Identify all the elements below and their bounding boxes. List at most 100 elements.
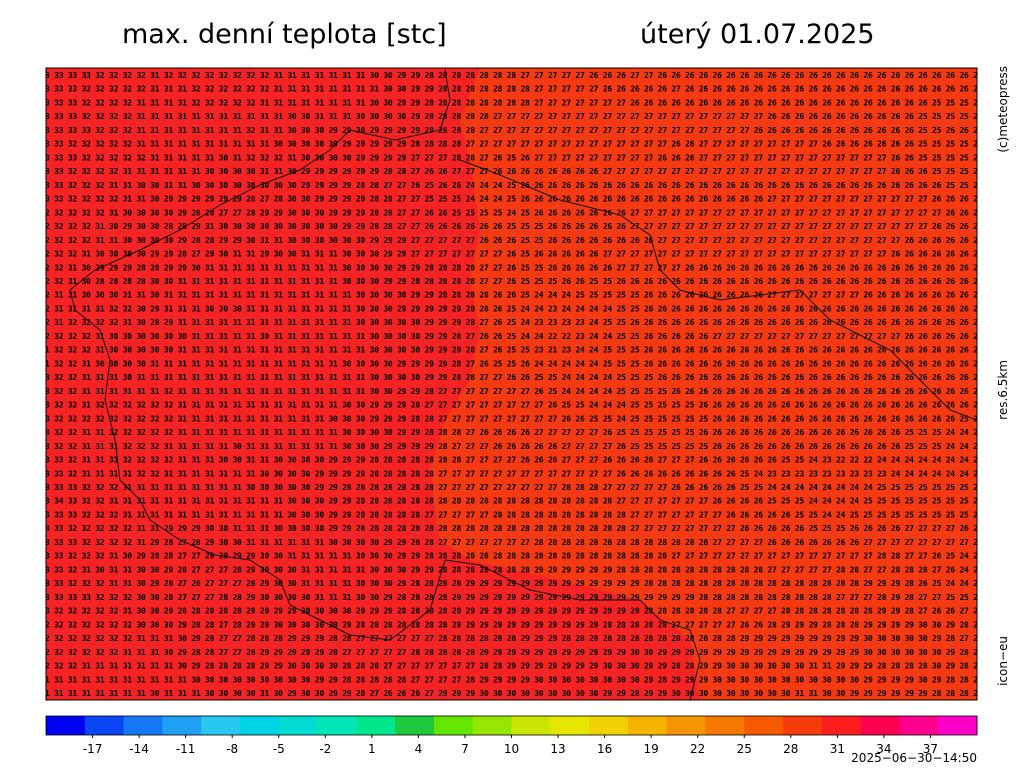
colorbar-tick-label: 31 xyxy=(830,742,845,756)
map: 3 33 33 33 32 32 32 32 31 32 32 32 32 32… xyxy=(45,68,978,700)
colorbar-tick-label: -17 xyxy=(83,742,103,756)
value-row: 3 33 32 32 32 31 31 30 29 28 27 26 27 27… xyxy=(45,579,978,588)
border xyxy=(459,159,977,421)
value-row: 3 32 32 32 32 32 31 30 30 29 28 28 28 28… xyxy=(45,607,978,616)
cooler-region xyxy=(430,68,977,700)
colorbar-segment xyxy=(278,716,319,735)
colorbar-segment xyxy=(589,716,629,735)
colorbar-tick-label: 28 xyxy=(783,742,798,756)
value-row: 2 32 32 32 31 31 30 30 30 30 29 28 28 29… xyxy=(45,236,978,245)
colorbar-tick-label: -14 xyxy=(129,742,149,756)
colorbar-segment xyxy=(666,716,706,735)
colorbar-tick-label: 7 xyxy=(461,742,469,756)
value-row: 3 33 32 32 32 31 30 29 28 28 27 27 29 29… xyxy=(45,552,978,561)
value-row: 2 31 32 32 32 32 31 30 28 29 31 31 31 31… xyxy=(45,318,978,327)
value-row: 1 31 31 31 31 31 31 31 30 31 31 31 30 30… xyxy=(45,689,978,698)
colorbar-segment xyxy=(550,716,590,735)
value-grid: 3 33 33 33 32 32 32 32 31 32 32 32 32 32… xyxy=(45,71,978,698)
value-row: 2 32 31 30 28 28 28 28 30 30 31 31 31 31… xyxy=(45,277,978,286)
value-row: 2 32 32 32 32 32 32 31 31 31 30 29 28 27… xyxy=(45,634,978,643)
colorbar-segment xyxy=(627,716,668,735)
value-row: 1 32 32 32 31 30 30 30 30 30 31 31 31 31… xyxy=(45,346,978,355)
value-row: 3 33 33 33 32 32 32 30 30 28 27 27 27 28… xyxy=(45,593,978,602)
value-row: 3 32 32 31 31 32 32 32 32 32 31 31 31 31… xyxy=(45,428,978,437)
value-row: 3 33 32 31 31 31 31 32 32 31 31 31 31 31… xyxy=(45,469,978,478)
colorbar-tick-label: -5 xyxy=(273,742,285,756)
colorbar-tick-label: 34 xyxy=(876,742,891,756)
colorbar-segment xyxy=(84,716,125,735)
colorbar-segment xyxy=(472,716,512,735)
value-row: 3 32 32 31 31 31 31 31 31 32 31 31 31 31… xyxy=(45,387,978,396)
value-row: 3 33 32 32 32 32 32 31 31 29 29 29 30 30… xyxy=(45,524,978,533)
colorbar-tick-label: 13 xyxy=(550,742,565,756)
timestamp: 2025−06−30−14:50 xyxy=(851,751,977,765)
value-row: 3 32 32 31 32 32 32 32 32 32 31 31 31 31… xyxy=(45,401,978,410)
value-row: 2 32 32 32 32 31 30 30 30 30 29 28 28 27… xyxy=(45,208,978,217)
value-row: 1 31 31 31 31 31 31 31 31 31 31 30 30 30… xyxy=(45,675,978,684)
value-row: 3 33 32 32 32 31 31 30 30 31 31 30 30 30… xyxy=(45,181,978,190)
colorbar-segment xyxy=(860,716,900,735)
colorbar-tick-label: -2 xyxy=(319,742,331,756)
colorbar-segment xyxy=(239,716,280,735)
date: úterý 01.07.2025 xyxy=(640,19,875,50)
value-row: 2 32 32 31 30 30 30 30 29 29 28 27 29 30… xyxy=(45,250,978,259)
value-row: 3 33 33 32 32 32 32 32 31 31 31 31 31 30… xyxy=(45,153,978,162)
title: max. denní teplota [stc] xyxy=(122,19,447,50)
value-row: 2 31 31 30 30 30 31 31 30 31 31 31 31 31… xyxy=(45,291,978,300)
value-row: 2 31 31 31 31 32 32 30 29 31 31 31 30 30… xyxy=(45,304,978,313)
colorbar-segment xyxy=(201,716,241,735)
value-row: 2 32 32 31 31 31 31 31 31 31 30 29 28 28… xyxy=(45,662,978,671)
colorbar-segment xyxy=(317,716,357,735)
colorbar-segment xyxy=(899,716,939,735)
value-row: 3 33 33 33 32 32 32 31 31 31 31 31 31 31… xyxy=(45,126,978,135)
model: icon−eu xyxy=(996,636,1010,686)
value-row: 3 34 33 32 32 31 31 31 31 31 31 31 31 31… xyxy=(45,497,978,506)
value-row: 3 33 32 32 32 32 31 31 30 29 29 29 29 29… xyxy=(45,195,978,204)
colorbar-segment xyxy=(783,716,823,735)
colorbar-segment xyxy=(821,716,862,735)
colorbar-tick-label: 16 xyxy=(597,742,612,756)
map-frame xyxy=(45,67,978,701)
colorbar-segment xyxy=(433,716,474,735)
value-row: 3 33 33 32 32 32 32 31 31 31 31 31 31 31… xyxy=(45,112,978,121)
value-row: 3 32 32 31 31 31 32 32 32 31 31 31 31 31… xyxy=(45,442,978,451)
value-row: 1 32 32 31 30 30 30 30 31 31 31 31 31 31… xyxy=(45,359,978,368)
value-row: 2 32 32 32 31 30 29 30 30 28 28 29 31 30… xyxy=(45,222,978,231)
value-row: 3 33 33 32 32 32 31 31 31 31 31 31 31 31… xyxy=(45,483,978,492)
colorbar-tick-label: -11 xyxy=(176,742,196,756)
value-row: 3 33 32 32 32 32 31 31 31 31 31 31 30 30… xyxy=(45,167,978,176)
colorbar-tick-label: 22 xyxy=(690,742,705,756)
value-row: 2 32 32 32 31 30 30 30 30 30 30 31 31 31… xyxy=(45,332,978,341)
copyright: (c)meteopress xyxy=(996,66,1010,153)
colorbar-segment xyxy=(162,716,202,735)
value-row: 2 32 32 32 32 32 32 30 30 30 29 28 28 27… xyxy=(45,620,978,629)
value-row: 2 32 31 30 29 29 29 28 28 29 29 30 31 31… xyxy=(45,263,978,272)
colorbar-segment xyxy=(938,716,978,735)
colorbar-segment xyxy=(356,716,396,735)
colorbar-tick-label: 1 xyxy=(368,742,376,756)
value-row: 3 33 32 32 32 32 32 31 31 31 31 31 31 31… xyxy=(45,140,978,149)
colorbar: -17 -14 -11 -8 -5 -2 1 4 7 10 13 16 19 22 25 28 31 34 37 xyxy=(45,715,978,756)
value-row: 3 33 32 31 31 31 32 32 32 32 31 31 31 30… xyxy=(45,456,978,465)
value-row: 3 32 32 31 31 31 30 31 31 31 31 31 31 31… xyxy=(45,373,978,382)
colorbar-segment xyxy=(744,716,784,735)
colorbar-segment xyxy=(46,716,86,735)
colorbar-segment xyxy=(123,716,163,735)
colorbar-segment xyxy=(395,716,435,735)
value-row: 3 33 32 31 30 31 31 30 30 29 28 27 27 27… xyxy=(45,565,978,574)
value-row: 3 33 33 32 32 32 32 31 31 31 31 32 32 32… xyxy=(45,98,978,107)
colorbar-tick-label: 4 xyxy=(415,742,423,756)
colorbar-tick-label: 19 xyxy=(644,742,659,756)
colorbar-tick-label: 25 xyxy=(737,742,752,756)
colorbar-tick-label: -8 xyxy=(226,742,238,756)
value-row: 3 33 33 32 32 32 32 31 29 28 27 28 29 30… xyxy=(45,538,978,547)
value-row: 3 33 33 32 32 32 31 31 31 31 31 31 31 31… xyxy=(45,510,978,519)
colorbar-segment xyxy=(511,716,551,735)
border xyxy=(69,69,701,700)
value-row: 3 32 32 32 32 32 32 32 32 32 31 31 31 31… xyxy=(45,414,978,423)
value-row: 2 32 32 32 32 32 31 31 31 30 29 28 28 27… xyxy=(45,648,978,657)
colorbar-tick-label: 10 xyxy=(504,742,519,756)
resolution: res.6.5km xyxy=(996,360,1010,420)
value-row: 3 33 33 32 32 32 32 32 31 31 31 32 32 32… xyxy=(45,85,978,94)
